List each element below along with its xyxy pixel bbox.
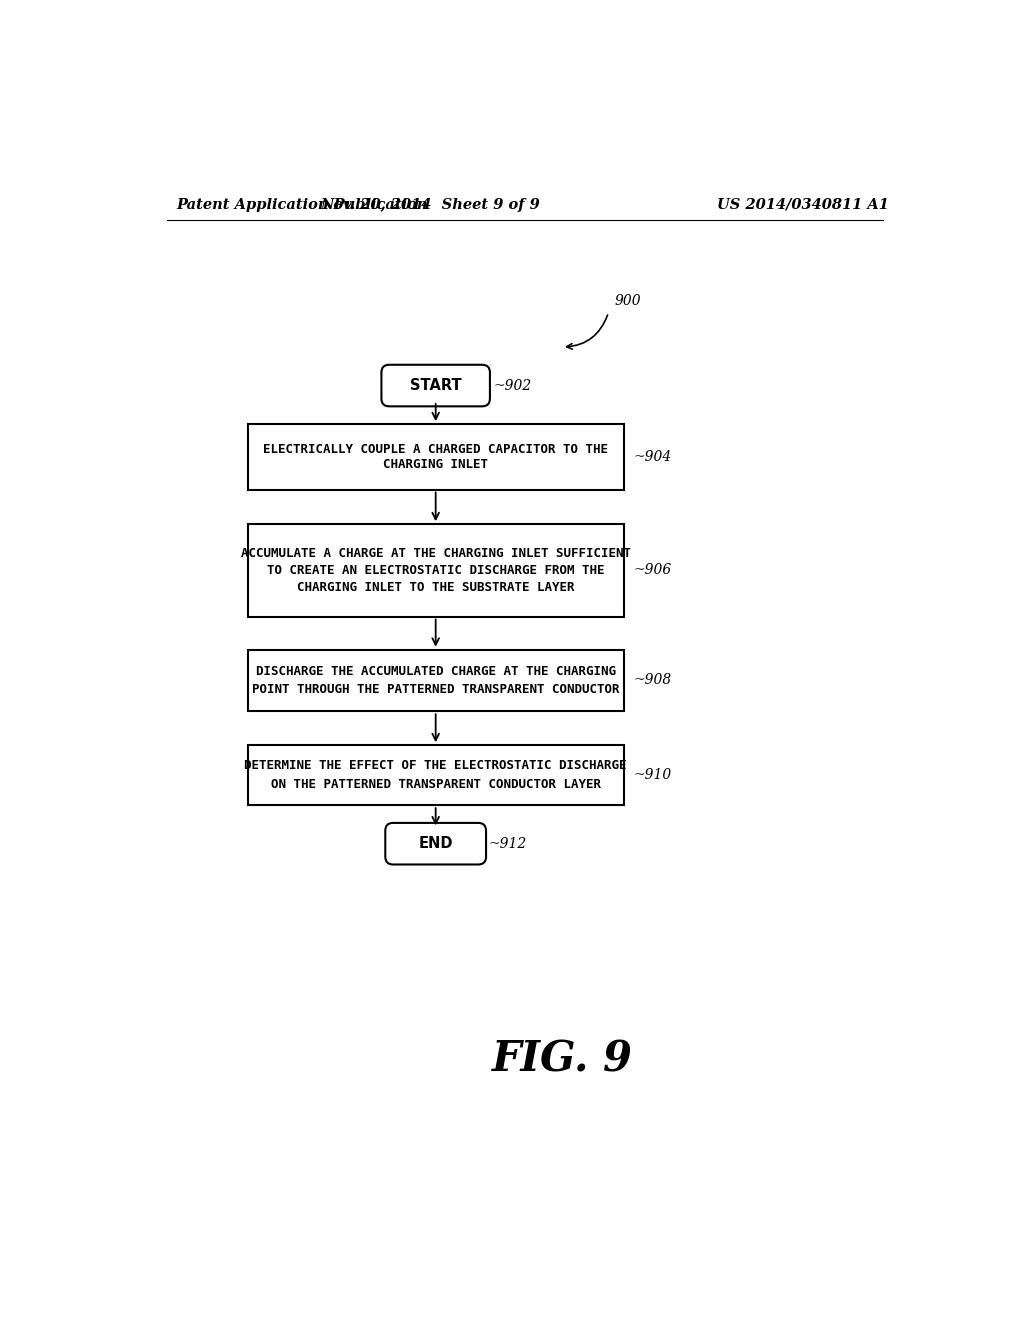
Text: ~912: ~912 — [488, 837, 526, 850]
Text: US 2014/0340811 A1: US 2014/0340811 A1 — [717, 198, 889, 211]
Text: Nov. 20, 2014  Sheet 9 of 9: Nov. 20, 2014 Sheet 9 of 9 — [321, 198, 540, 211]
Text: ACCUMULATE A CHARGE AT THE CHARGING INLET SUFFICIENT: ACCUMULATE A CHARGE AT THE CHARGING INLE… — [241, 546, 631, 560]
Text: ~910: ~910 — [633, 768, 672, 783]
Bar — [248, 424, 624, 490]
Bar — [248, 649, 624, 711]
Text: ~902: ~902 — [494, 379, 532, 392]
Text: ON THE PATTERNED TRANSPARENT CONDUCTOR LAYER: ON THE PATTERNED TRANSPARENT CONDUCTOR L… — [270, 777, 601, 791]
Text: 900: 900 — [614, 294, 641, 308]
Text: START: START — [410, 378, 462, 393]
Text: END: END — [419, 836, 453, 851]
Text: CHARGING INLET TO THE SUBSTRATE LAYER: CHARGING INLET TO THE SUBSTRATE LAYER — [297, 581, 574, 594]
Text: TO CREATE AN ELECTROSTATIC DISCHARGE FROM THE: TO CREATE AN ELECTROSTATIC DISCHARGE FRO… — [267, 564, 604, 577]
Text: ~908: ~908 — [633, 673, 672, 688]
Text: DISCHARGE THE ACCUMULATED CHARGE AT THE CHARGING: DISCHARGE THE ACCUMULATED CHARGE AT THE … — [256, 665, 615, 677]
Text: Patent Application Publication: Patent Application Publication — [176, 198, 428, 211]
Text: ELECTRICALLY COUPLE A CHARGED CAPACITOR TO THE: ELECTRICALLY COUPLE A CHARGED CAPACITOR … — [263, 442, 608, 455]
Text: DETERMINE THE EFFECT OF THE ELECTROSTATIC DISCHARGE: DETERMINE THE EFFECT OF THE ELECTROSTATI… — [245, 759, 627, 772]
FancyBboxPatch shape — [381, 364, 489, 407]
Bar — [248, 744, 624, 805]
FancyBboxPatch shape — [385, 822, 486, 865]
Text: POINT THROUGH THE PATTERNED TRANSPARENT CONDUCTOR: POINT THROUGH THE PATTERNED TRANSPARENT … — [252, 684, 620, 696]
Text: ~906: ~906 — [633, 564, 672, 577]
Bar — [248, 524, 624, 616]
Text: CHARGING INLET: CHARGING INLET — [383, 458, 488, 471]
Text: ~904: ~904 — [633, 450, 672, 463]
Text: FIG. 9: FIG. 9 — [492, 1039, 633, 1080]
